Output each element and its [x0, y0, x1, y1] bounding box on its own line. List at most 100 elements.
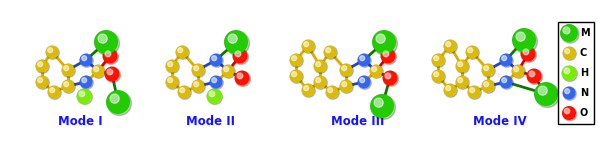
Text: Mode I: Mode I — [57, 115, 102, 128]
Circle shape — [167, 62, 173, 67]
Circle shape — [501, 76, 513, 89]
Circle shape — [103, 49, 118, 64]
Circle shape — [166, 75, 178, 88]
Circle shape — [92, 65, 105, 78]
Text: N: N — [580, 88, 588, 98]
Circle shape — [511, 65, 524, 78]
Circle shape — [292, 72, 297, 77]
Circle shape — [46, 46, 59, 59]
Circle shape — [178, 86, 191, 99]
Circle shape — [105, 51, 111, 57]
Circle shape — [326, 48, 331, 53]
Circle shape — [221, 65, 234, 78]
Circle shape — [313, 75, 327, 88]
Circle shape — [106, 90, 130, 114]
Circle shape — [565, 108, 570, 114]
Circle shape — [457, 78, 463, 83]
Circle shape — [514, 67, 518, 72]
Circle shape — [434, 56, 439, 61]
Circle shape — [360, 78, 365, 83]
Circle shape — [38, 78, 42, 83]
Circle shape — [48, 86, 61, 99]
Circle shape — [444, 40, 456, 53]
Circle shape — [38, 62, 42, 67]
Circle shape — [562, 66, 578, 81]
Circle shape — [194, 82, 199, 87]
Circle shape — [468, 48, 472, 53]
Circle shape — [225, 31, 249, 55]
Circle shape — [94, 30, 118, 54]
Circle shape — [534, 82, 558, 106]
Circle shape — [206, 88, 221, 104]
Circle shape — [166, 60, 179, 73]
Circle shape — [175, 46, 188, 59]
Circle shape — [527, 69, 542, 84]
Circle shape — [340, 80, 353, 93]
Circle shape — [302, 84, 315, 97]
Circle shape — [370, 65, 383, 78]
Circle shape — [77, 88, 91, 104]
Circle shape — [315, 60, 327, 73]
Circle shape — [562, 66, 576, 80]
Circle shape — [563, 86, 575, 100]
Circle shape — [469, 88, 475, 93]
Circle shape — [456, 76, 469, 89]
Circle shape — [564, 68, 570, 74]
Circle shape — [64, 66, 69, 71]
Circle shape — [45, 46, 59, 59]
Circle shape — [304, 86, 309, 91]
Circle shape — [178, 48, 182, 53]
Circle shape — [432, 70, 446, 83]
Circle shape — [209, 91, 215, 97]
Circle shape — [446, 42, 451, 47]
Circle shape — [228, 34, 237, 43]
Circle shape — [82, 78, 87, 83]
Circle shape — [105, 66, 120, 81]
Circle shape — [80, 76, 93, 89]
Circle shape — [512, 65, 525, 78]
Circle shape — [380, 48, 395, 64]
Circle shape — [457, 62, 463, 67]
Circle shape — [456, 75, 468, 88]
Text: M: M — [580, 28, 590, 38]
Circle shape — [340, 64, 353, 77]
Circle shape — [36, 76, 49, 89]
Circle shape — [289, 69, 303, 82]
Circle shape — [304, 42, 309, 47]
Circle shape — [290, 54, 303, 67]
Circle shape — [167, 78, 173, 83]
Circle shape — [502, 78, 507, 83]
Circle shape — [481, 80, 495, 93]
Circle shape — [371, 95, 395, 119]
Circle shape — [292, 56, 297, 61]
Circle shape — [79, 91, 85, 97]
Circle shape — [358, 76, 371, 89]
Circle shape — [324, 46, 337, 59]
Circle shape — [48, 48, 53, 53]
Text: Mode III: Mode III — [331, 115, 385, 128]
Circle shape — [374, 98, 383, 107]
Circle shape — [484, 66, 489, 71]
Circle shape — [178, 86, 191, 99]
Circle shape — [514, 29, 538, 53]
Circle shape — [166, 76, 179, 89]
Text: H: H — [580, 68, 588, 78]
Circle shape — [376, 34, 385, 43]
Circle shape — [224, 30, 248, 54]
Circle shape — [212, 56, 216, 61]
Circle shape — [110, 94, 119, 103]
Circle shape — [315, 76, 327, 89]
Circle shape — [290, 70, 303, 83]
Circle shape — [62, 80, 75, 93]
Circle shape — [316, 62, 321, 67]
Circle shape — [561, 25, 579, 43]
Circle shape — [301, 40, 315, 53]
Circle shape — [560, 24, 578, 42]
Circle shape — [191, 64, 205, 77]
Circle shape — [372, 30, 396, 54]
Circle shape — [50, 88, 54, 93]
Circle shape — [383, 51, 389, 57]
Circle shape — [529, 71, 535, 77]
Circle shape — [176, 46, 190, 59]
Circle shape — [466, 46, 479, 59]
